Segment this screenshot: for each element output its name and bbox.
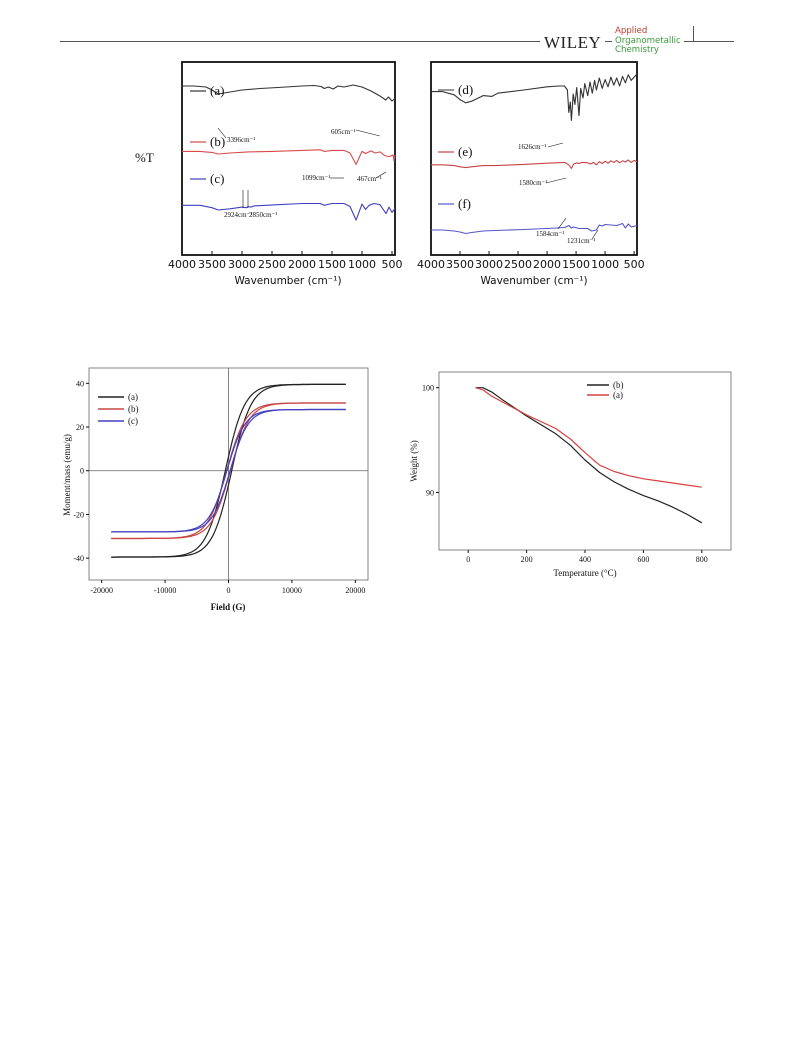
series-label-b: (b) bbox=[210, 134, 225, 149]
x-axis-label: Field (G) bbox=[211, 602, 246, 612]
series-line-c-descending bbox=[111, 408, 346, 533]
arrow-1626 bbox=[547, 142, 564, 148]
annotation-467: 467cm⁻¹ bbox=[357, 175, 382, 183]
x-tick-label: 3500 bbox=[446, 258, 474, 271]
x-tick-label: 1000 bbox=[348, 258, 376, 271]
x-axis-label: Wavenumber (cm⁻¹) bbox=[234, 275, 341, 287]
series-label-a: (a) bbox=[210, 83, 224, 98]
series-line-b bbox=[182, 149, 396, 165]
arrow-1231 bbox=[591, 229, 599, 240]
series-line-a bbox=[475, 387, 702, 488]
legend-label-b: (b) bbox=[613, 380, 624, 390]
hysteresis-loop-chart: -20000 -10000 0 10000 20000 -40 -20 0 20 40 Momen… bbox=[62, 367, 369, 612]
x-tick-label: 500 bbox=[624, 258, 645, 271]
header-rule bbox=[60, 41, 734, 42]
x-tick-label: 2000 bbox=[288, 258, 316, 271]
x-tick-label: 200 bbox=[521, 555, 533, 564]
x-tick-label: 10000 bbox=[282, 586, 302, 595]
x-tick-label: 800 bbox=[696, 555, 708, 564]
y-axis-label: Moment/mass (emu/g) bbox=[62, 434, 72, 516]
y-tick-label: -40 bbox=[73, 554, 84, 563]
x-tick-label: 4000 bbox=[168, 258, 196, 271]
annotation-1626: 1626cm⁻¹ bbox=[518, 143, 546, 151]
series-label-e: (e) bbox=[458, 144, 472, 159]
x-tick-label: 400 bbox=[579, 555, 591, 564]
x-axis-label: Temperature (°C) bbox=[553, 568, 616, 578]
y-tick-label: 90 bbox=[426, 488, 434, 497]
annotation-3396: 3396cm⁻¹ bbox=[227, 136, 255, 144]
y-tick-label: 40 bbox=[76, 379, 84, 388]
journal-line-2: Organometallic bbox=[615, 35, 681, 46]
y-axis-label: Weight (%) bbox=[409, 440, 419, 482]
series-line-f bbox=[431, 222, 638, 235]
legend-label-a: (a) bbox=[613, 390, 623, 400]
x-tick-label: 1500 bbox=[318, 258, 346, 271]
series-line-e bbox=[431, 159, 638, 169]
series-label-c: (c) bbox=[210, 171, 224, 186]
arrow-467 bbox=[375, 171, 387, 179]
x-tick-label: 2500 bbox=[504, 258, 532, 271]
x-tick-label: 1000 bbox=[591, 258, 619, 271]
legend-label-a: (a) bbox=[128, 392, 138, 402]
x-tick-label: 4000 bbox=[417, 258, 445, 271]
annotation-1231: 1231cm⁻¹ bbox=[567, 237, 595, 245]
series-line-b bbox=[475, 387, 703, 524]
publisher-logo: WILEY bbox=[540, 33, 606, 53]
ir-spectrum-left: 4000 3500 3000 2500 2000 1500 1000 500 %T Waven… bbox=[135, 61, 403, 287]
series-line-d bbox=[431, 73, 638, 121]
x-tick-label: 1500 bbox=[562, 258, 590, 271]
series-line-a-descending bbox=[111, 383, 346, 558]
tga-chart: 0 200 400 600 800 90 100 Weight (%) Temperatur… bbox=[409, 371, 732, 578]
x-tick-label: -10000 bbox=[154, 586, 177, 595]
series-line-a bbox=[182, 84, 396, 102]
ir-spectrum-right: 4000 3500 3000 2500 2000 1500 1000 500 Wavenumb… bbox=[417, 61, 645, 287]
arrow-1584 bbox=[557, 217, 567, 230]
plot-frame bbox=[430, 61, 638, 256]
plot-frame bbox=[438, 371, 732, 551]
series-label-d: (d) bbox=[458, 82, 473, 97]
journal-line-3: Chemistry bbox=[615, 45, 659, 56]
x-tick-label: 3000 bbox=[228, 258, 256, 271]
arrow-605 bbox=[355, 129, 381, 137]
x-tick-label: 600 bbox=[637, 555, 649, 564]
x-tick-label: 2500 bbox=[258, 258, 286, 271]
annotation-2924: 2924cm⁻¹ bbox=[224, 211, 252, 219]
series-line-c bbox=[182, 202, 396, 221]
x-tick-label: 3000 bbox=[475, 258, 503, 271]
legend-label-c: (c) bbox=[128, 416, 138, 426]
arrow-1580 bbox=[545, 177, 567, 184]
x-axis-label: Wavenumber (cm⁻¹) bbox=[480, 275, 587, 287]
x-tick-label: 0 bbox=[466, 555, 470, 564]
x-tick-label: 3500 bbox=[198, 258, 226, 271]
x-tick-label: 2000 bbox=[533, 258, 561, 271]
annotation-1584: 1584cm⁻¹ bbox=[536, 230, 564, 238]
arrow-3396 bbox=[217, 127, 227, 139]
x-tick-label: 20000 bbox=[345, 586, 365, 595]
journal-logo: Applied Organometallic Chemistry bbox=[612, 26, 684, 56]
annotation-1580: 1580cm⁻¹ bbox=[519, 179, 547, 187]
series-label-f: (f) bbox=[458, 196, 471, 211]
journal-line-1: Applied bbox=[615, 26, 648, 36]
y-tick-label: 0 bbox=[80, 467, 84, 476]
x-tick-label: 0 bbox=[227, 586, 231, 595]
header-divider bbox=[693, 26, 694, 42]
y-tick-label: 100 bbox=[422, 384, 434, 393]
y-tick-label: 20 bbox=[76, 423, 84, 432]
y-tick-label: -20 bbox=[73, 510, 84, 519]
x-tick-label: -20000 bbox=[90, 586, 113, 595]
y-axis-label: %T bbox=[135, 150, 154, 165]
annotation-2850: 2850cm⁻¹ bbox=[249, 211, 277, 219]
x-tick-label: 500 bbox=[382, 258, 403, 271]
annotation-1099: 1099cm⁻¹ bbox=[302, 174, 330, 182]
legend-label-b: (b) bbox=[128, 404, 139, 414]
annotation-605: 605cm⁻¹ bbox=[331, 128, 356, 136]
